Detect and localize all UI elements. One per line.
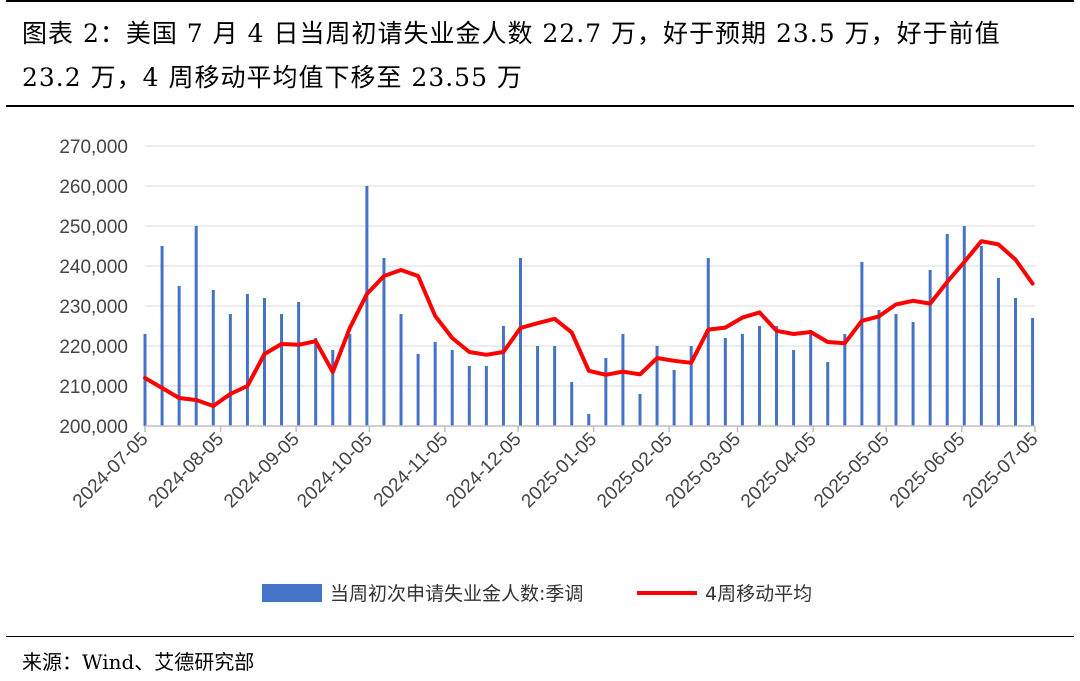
x-tick-label: 2025-01-05 — [518, 429, 602, 513]
bar — [501, 326, 505, 426]
y-tick-label: 230,000 — [59, 297, 128, 318]
x-tick-label: 2025-07-05 — [959, 429, 1043, 513]
y-tick-label: 220,000 — [59, 337, 128, 358]
bar — [262, 298, 266, 426]
x-tick-label: 2025-06-05 — [886, 429, 970, 513]
line-series — [143, 239, 1035, 408]
y-tick-label: 270,000 — [59, 137, 128, 158]
rule-top — [6, 0, 1074, 2]
y-tick-label: 250,000 — [59, 217, 128, 238]
bar — [757, 326, 761, 426]
legend-label-line: 4周移动平均 — [705, 583, 812, 605]
x-tick-label: 2024-09-05 — [220, 429, 304, 513]
x-tick-label: 2024-10-05 — [293, 429, 377, 513]
rule-bottom — [6, 636, 1074, 637]
legend-swatch-bar — [262, 584, 322, 602]
bar — [996, 278, 1000, 426]
x-tick-label: 2024-11-05 — [370, 429, 453, 512]
grid-layer — [145, 145, 1035, 387]
x-tick-label: 2025-04-05 — [737, 429, 821, 513]
bar — [228, 314, 232, 426]
bar — [1013, 298, 1017, 426]
bar — [416, 354, 420, 426]
legend: 当周初次申请失业金人数:季调 4周移动平均 — [262, 583, 812, 605]
bar — [382, 258, 386, 426]
bar — [740, 334, 744, 426]
bar — [826, 362, 830, 426]
chart: 200,000 210,000 220,000 230,000 240,000 250,0… — [59, 137, 1043, 605]
rule-under-title — [6, 105, 1074, 107]
bar — [911, 322, 915, 426]
bar — [894, 314, 898, 426]
bar — [689, 346, 693, 426]
bar — [638, 394, 642, 426]
bar — [877, 310, 881, 426]
bar — [945, 234, 949, 426]
bar — [775, 326, 779, 426]
bar — [570, 382, 574, 426]
bar — [484, 366, 488, 426]
x-tick-label: 2024-08-05 — [145, 429, 229, 513]
bar — [331, 350, 335, 426]
bar — [706, 258, 710, 426]
bar — [792, 350, 796, 426]
bar — [365, 186, 369, 426]
bar — [348, 334, 352, 426]
bar — [587, 414, 591, 426]
x-tick-label: 2025-05-05 — [810, 429, 894, 513]
bar — [177, 286, 181, 426]
bar — [467, 366, 471, 426]
bar — [450, 350, 454, 426]
legend-label-bar: 当周初次申请失业金人数:季调 — [330, 583, 583, 605]
bar — [655, 346, 659, 426]
y-tick-label: 210,000 — [59, 377, 128, 398]
bar — [672, 370, 676, 426]
bar — [621, 334, 625, 426]
bar — [553, 346, 557, 426]
bar — [297, 302, 301, 426]
bar — [536, 346, 540, 426]
bar — [433, 342, 437, 426]
bar — [194, 226, 198, 426]
y-tick-label: 240,000 — [59, 257, 128, 278]
bar — [245, 294, 249, 426]
bar — [280, 314, 284, 426]
bar — [399, 314, 403, 426]
bar-series — [143, 186, 1035, 426]
bar — [519, 258, 523, 426]
bar — [211, 290, 215, 426]
bar — [860, 262, 864, 426]
chart-title: 图表 2：美国 7 月 4 日当周初请失业金人数 22.7 万，好于预期 23.… — [22, 19, 1001, 92]
bar — [604, 358, 608, 426]
y-tick-label: 260,000 — [59, 177, 128, 198]
bar — [1031, 318, 1035, 426]
bar — [723, 338, 727, 426]
bar — [962, 226, 966, 426]
bar — [979, 246, 983, 426]
bar — [928, 270, 932, 426]
bar — [843, 334, 847, 426]
y-tick-label: 200,000 — [59, 417, 128, 438]
moving-average-line — [143, 239, 1035, 408]
bar — [809, 330, 813, 426]
bar — [314, 338, 318, 426]
x-tick-label: 2024-07-05 — [69, 429, 153, 513]
source-note: 来源：Wind、艾德研究部 — [22, 650, 255, 674]
x-tick-label: 2024-12-05 — [442, 429, 526, 513]
bar — [160, 246, 164, 426]
